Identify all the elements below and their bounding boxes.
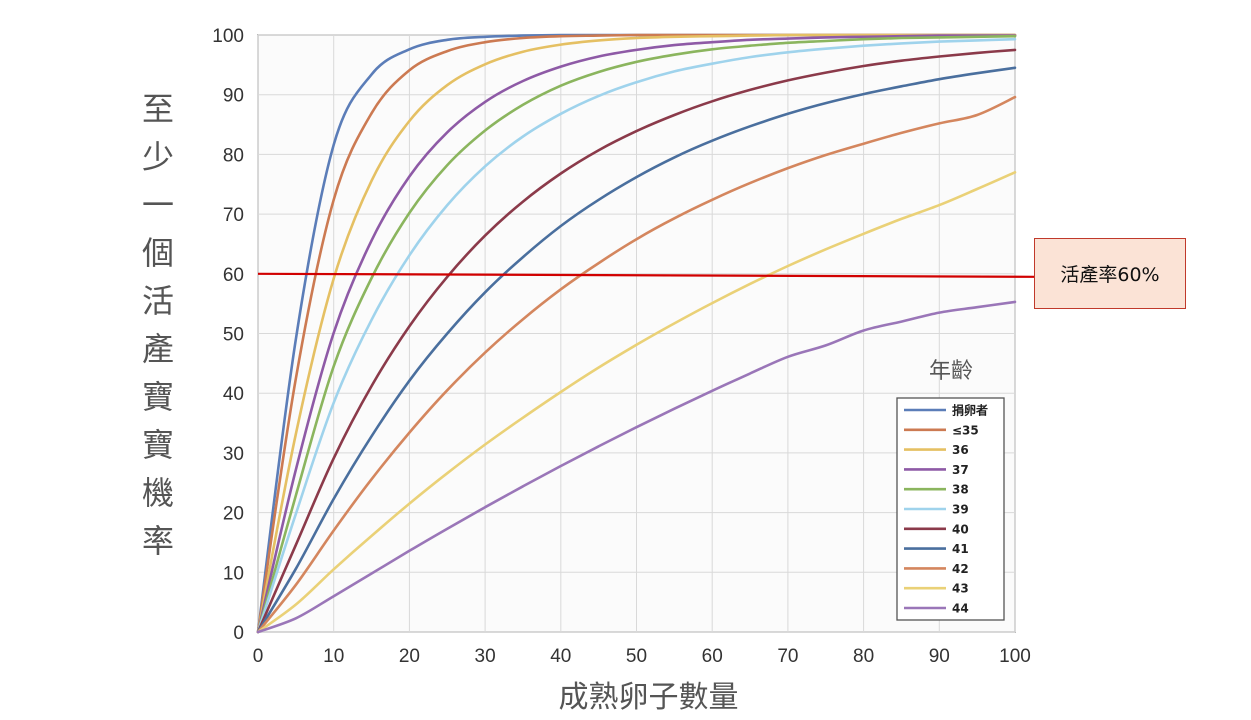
x-tick-label: 10: [323, 646, 344, 667]
x-tick-label: 20: [399, 646, 420, 667]
series-line-5: [256, 37, 1017, 634]
x-tick-label: 50: [626, 646, 647, 667]
x-tick-label: 70: [777, 646, 798, 667]
legend-label-9: 43: [952, 582, 969, 596]
legend-label-2: 36: [952, 443, 969, 457]
y-axis-title: 至少一個活產寶寶機率: [137, 92, 175, 572]
y-tick-label: 90: [223, 86, 244, 107]
y-tick-label: 100: [212, 26, 244, 47]
y-tick-label: 40: [223, 384, 244, 405]
series-line-4: [256, 34, 1017, 634]
x-tick-label: 0: [253, 646, 264, 667]
y-tick-label: 60: [223, 265, 244, 286]
legend-label-5: 39: [952, 503, 969, 517]
legend-label-1: ≤35: [952, 423, 979, 437]
legend-label-8: 42: [952, 562, 969, 576]
series-line-3: [256, 34, 1017, 634]
legend-label-10: 44: [952, 602, 969, 616]
x-tick-label: 40: [550, 646, 571, 667]
x-axis-title: 成熟卵子數量: [559, 680, 739, 715]
series-line-6: [256, 48, 1017, 634]
y-tick-label: 30: [223, 444, 244, 465]
y-tick-label: 50: [223, 325, 244, 346]
y-tick-label: 20: [223, 504, 244, 525]
x-tick-label: 80: [853, 646, 874, 667]
series-line-10: [256, 300, 1017, 634]
y-tick-label: 70: [223, 205, 244, 226]
reference-line: [257, 272, 1035, 278]
legend-title: 年齡: [929, 359, 973, 384]
series-lines: [256, 33, 1017, 634]
reference-annotation-box: 活產率60%: [1034, 238, 1186, 309]
legend-label-4: 38: [952, 483, 969, 497]
legend-label-3: 37: [952, 463, 969, 477]
legend-label-6: 40: [952, 522, 969, 536]
tick-labels: 0 10 20 30 40 50 60 70 80 90 100 0 10 20 30 40 50 60 70 80 9…: [212, 26, 1031, 667]
series-line-7: [256, 66, 1017, 634]
legend-label-7: 41: [952, 542, 969, 556]
series-line-2: [256, 33, 1017, 634]
series-line-9: [256, 171, 1017, 634]
y-tick-label: 10: [223, 563, 244, 584]
x-tick-label: 100: [999, 646, 1031, 667]
reference-annotation-text: 活產率60%: [1060, 264, 1160, 286]
legend-label-0: 捐卵者: [952, 403, 988, 418]
series-line-8: [256, 95, 1017, 634]
x-tick-label: 30: [475, 646, 496, 667]
reference-line-group: [257, 272, 1035, 278]
y-tick-label: 80: [223, 145, 244, 166]
x-tick-label: 60: [702, 646, 723, 667]
y-tick-label: 0: [233, 623, 244, 644]
x-tick-label: 90: [929, 646, 950, 667]
